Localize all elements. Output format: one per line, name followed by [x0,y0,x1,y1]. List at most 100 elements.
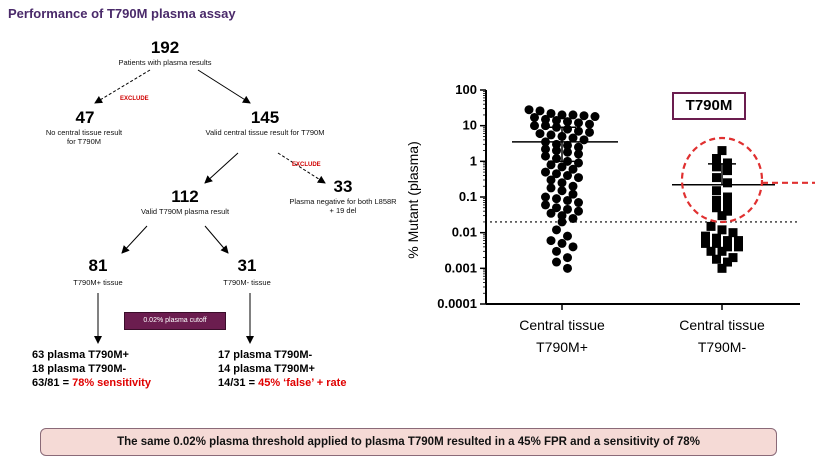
node-145-number: 145 [250,108,280,127]
data-point-0 [563,204,572,214]
data-point-0 [568,242,578,252]
data-point-1 [712,254,721,264]
node-81-label: T790M+ tissue [73,278,123,287]
data-point-1 [701,231,710,241]
data-point-1 [723,158,732,168]
node-47-number: 47 [75,108,95,127]
data-point-0 [546,108,556,118]
x-category-label-1-1: T790M- [698,339,747,355]
data-point-1 [706,221,716,231]
data-point-0 [552,169,561,179]
right-result-ratio: 14/31 = [218,377,259,389]
data-point-0 [568,133,578,143]
cutoff-badge: 0.02% plasma cutoff [124,312,226,330]
node-31-label: T790M- tissue [223,278,271,287]
data-point-0 [546,130,556,140]
data-point-0 [557,238,567,248]
node-33-number: 33 [333,177,353,196]
data-point-0 [585,127,594,137]
data-point-0 [552,194,561,204]
data-point-0 [563,117,572,127]
data-point-0 [552,146,561,156]
left-result-line2: 18 plasma T790M- [32,363,127,375]
data-point-0 [563,140,572,150]
data-point-0 [552,257,561,267]
data-point-0 [546,236,556,246]
data-point-0 [552,203,561,213]
footer-summary: The same 0.02% plasma threshold applied … [40,428,777,456]
data-point-1 [723,178,732,188]
data-point-1 [723,166,732,176]
data-point-1 [723,236,732,246]
left-result-line3: 63/81 = 78% sensitivity [32,376,151,390]
data-point-0 [585,119,594,129]
x-category-label-0-0: Central tissue [519,317,605,333]
data-point-0 [552,225,561,235]
data-point-0 [535,106,545,116]
data-point-0 [541,121,550,131]
y-tick-label-4: 0.01 [452,225,477,240]
data-point-0 [535,129,545,139]
y-tick-label-3: 0.1 [459,189,477,204]
data-point-0 [563,231,572,241]
data-point-0 [568,181,578,191]
data-point-1 [712,238,721,248]
data-point-1 [723,200,732,210]
data-point-0 [557,186,567,196]
data-point-0 [568,110,578,120]
data-point-1 [712,162,721,172]
data-point-0 [568,213,578,223]
x-category-label-0-1: T790M+ [536,339,588,355]
data-point-0 [574,142,583,152]
data-point-1 [734,242,743,252]
data-point-0 [563,124,572,134]
data-point-1 [717,246,727,256]
data-point-0 [530,112,539,122]
data-point-0 [563,195,572,205]
node-112-number: 112 [171,187,199,206]
data-point-1 [717,263,727,273]
arrow-112-31 [204,225,229,254]
data-point-0 [541,144,550,154]
exclude-label-left: EXCLUDE [120,96,149,102]
right-result-block: 17 plasma T790M- 14 plasma T790M+ 14/31 … [218,348,346,390]
data-point-0 [541,167,550,177]
data-point-0 [563,147,572,157]
data-point-1 [734,236,743,246]
left-result-ratio: 63/81 = [32,377,73,389]
node-145-label: Valid central tissue result for T790M [205,128,325,137]
right-result-line3: 14/31 = 45% ‘false’ + rate [218,376,346,390]
data-point-0 [546,208,556,218]
exclude-label-right: EXCLUDE [292,162,321,168]
data-point-1 [723,257,732,267]
data-point-0 [568,189,578,199]
data-point-1 [701,238,710,248]
arrow-145-33 [277,152,326,184]
data-point-1 [717,225,727,235]
data-point-0 [557,178,567,188]
legend-box: T790M [672,92,746,120]
data-point-0 [574,173,583,183]
data-point-1 [712,154,721,164]
sensitivity-highlight: 78% sensitivity [72,377,151,389]
y-axis-label: % Mutant (plasma) [405,141,421,258]
y-tick-label-6: 0.0001 [437,296,477,311]
data-point-0 [563,171,572,181]
node-31-number: 31 [237,256,257,275]
node-81-number: 81 [88,256,108,275]
data-point-0 [579,111,589,121]
y-tick-label-0: 100 [455,82,477,97]
node-192-label: Patients with plasma results [118,58,212,67]
data-point-0 [530,121,539,131]
data-point-1 [712,173,721,183]
data-point-0 [557,217,567,227]
data-point-1 [712,233,721,243]
data-point-0 [552,246,561,256]
data-point-0 [546,183,556,193]
arrow-112-81 [121,225,148,254]
data-point-0 [541,114,550,124]
false-positive-highlight: 45% ‘false’ + rate [258,377,347,389]
y-tick-label-2: 1 [470,153,477,168]
